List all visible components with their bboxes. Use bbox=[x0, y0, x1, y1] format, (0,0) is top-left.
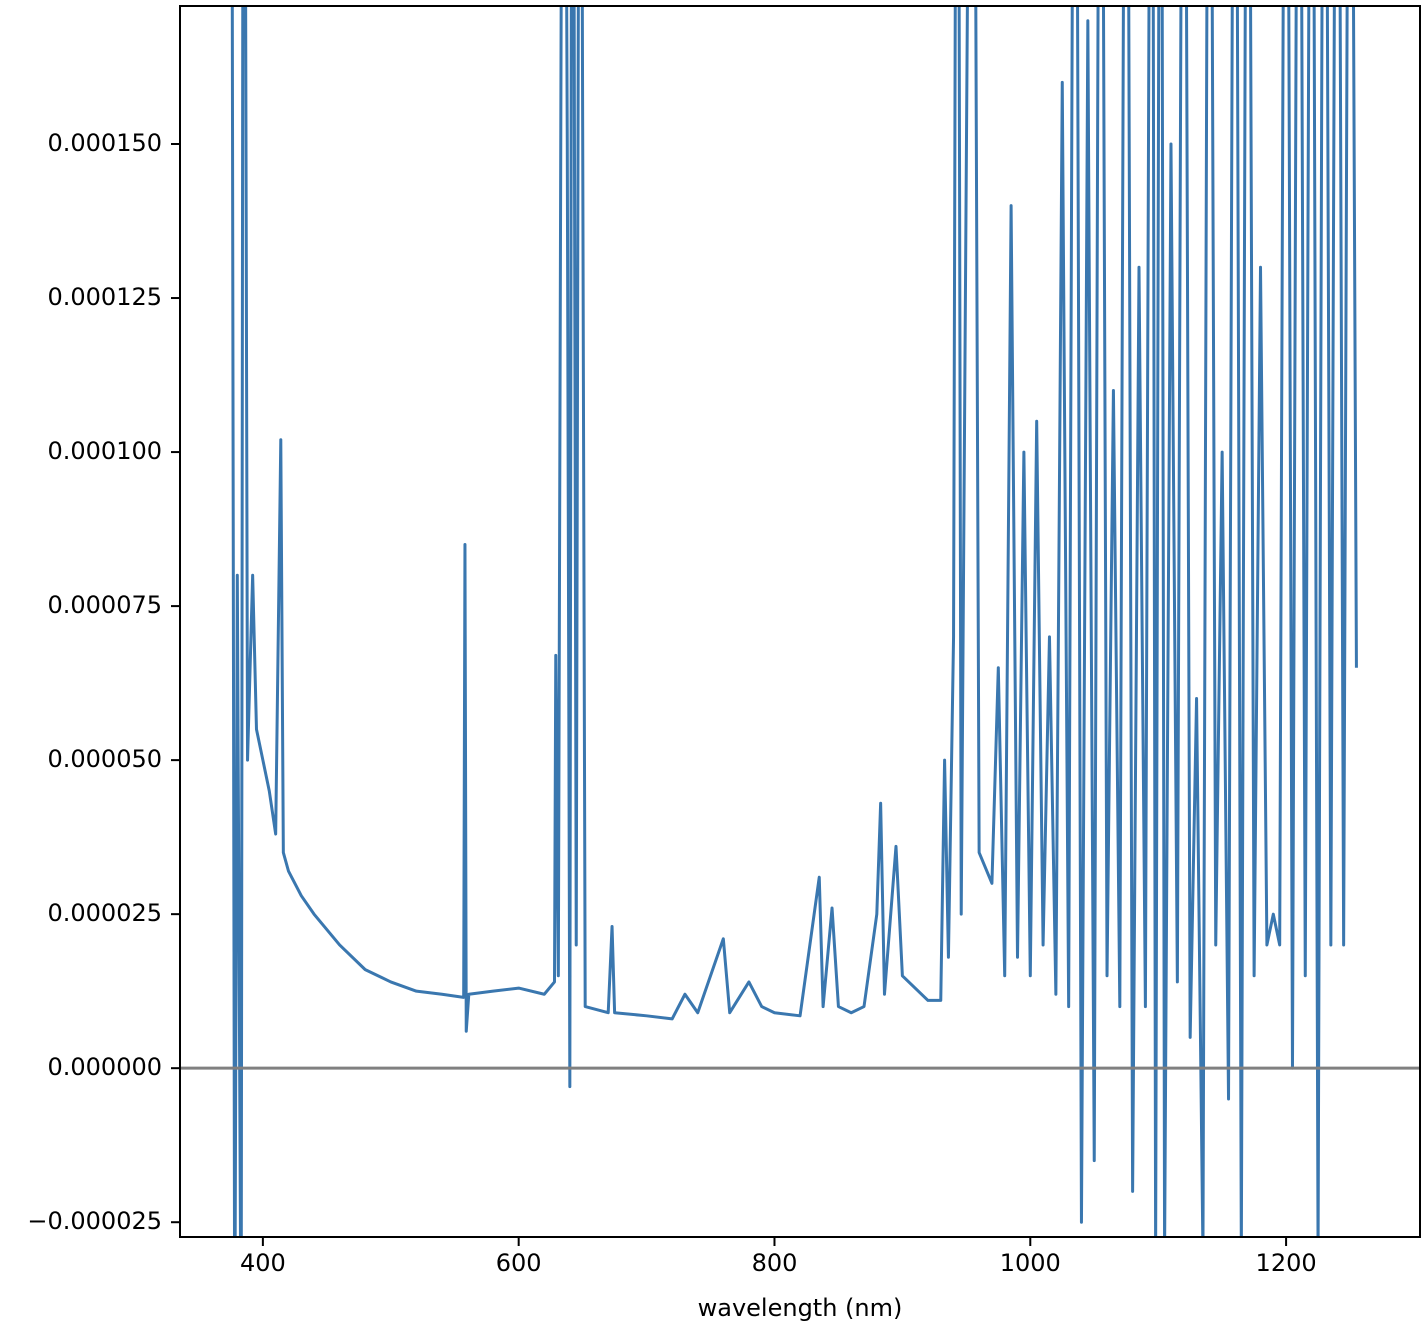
y-tick-label: 0.000150 bbox=[47, 129, 162, 157]
plot-area bbox=[180, 6, 1420, 1237]
y-tick-label: 0.000075 bbox=[47, 591, 162, 619]
x-tick-label: 1000 bbox=[1000, 1249, 1061, 1277]
x-axis-label: wavelength (nm) bbox=[698, 1294, 903, 1322]
spectrum-line bbox=[230, 6, 1358, 1237]
x-tick-label: 400 bbox=[240, 1249, 286, 1277]
y-tick-label: 0.000025 bbox=[47, 899, 162, 927]
x-tick-label: 800 bbox=[752, 1249, 798, 1277]
axes-frame bbox=[179, 5, 1421, 1238]
x-tick-label: 600 bbox=[496, 1249, 542, 1277]
y-tick-label: −0.000025 bbox=[27, 1207, 162, 1235]
y-tick-label: 0.000100 bbox=[47, 437, 162, 465]
y-tick-label: 0.000050 bbox=[47, 745, 162, 773]
y-tick-label: 0.000000 bbox=[47, 1053, 162, 1081]
y-tick-label: 0.000125 bbox=[47, 283, 162, 311]
x-tick-label: 1200 bbox=[1256, 1249, 1317, 1277]
